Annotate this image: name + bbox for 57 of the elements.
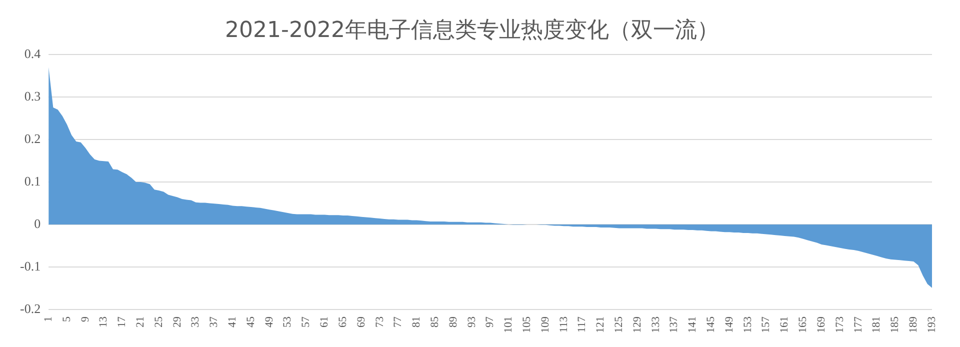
x-tick-label: 85 [428, 316, 441, 328]
x-tick-label: 173 [834, 316, 846, 333]
x-tick-label: 65 [336, 316, 349, 328]
x-tick-label: 57 [300, 316, 312, 328]
x-tick-label: 1 [42, 316, 54, 322]
x-tick-label: 17 [116, 316, 128, 328]
x-tick-label: 165 [797, 316, 810, 333]
y-tick-label: 0.2 [24, 130, 41, 146]
x-tick-label: 181 [870, 316, 883, 333]
y-tick-label: 0 [34, 216, 41, 231]
x-tick-label: 137 [668, 316, 680, 333]
x-tick-label: 69 [355, 316, 368, 328]
x-tick-label: 101 [502, 316, 515, 333]
x-tick-label: 25 [152, 316, 165, 328]
x-tick-label: 77 [392, 316, 404, 328]
x-tick-label: 109 [539, 316, 552, 333]
x-tick-label: 33 [190, 316, 202, 328]
x-tick-label: 73 [374, 316, 386, 328]
y-tick-label: -0.1 [20, 258, 41, 274]
x-tick-label: 161 [778, 316, 791, 333]
x-tick-label: 9 [79, 316, 92, 322]
x-tick-label: 149 [723, 316, 736, 333]
y-tick-label: 0.3 [24, 88, 41, 104]
x-tick-label: 193 [926, 316, 938, 333]
x-tick-label: 37 [208, 316, 220, 328]
x-tick-label: 153 [742, 316, 754, 333]
x-tick-label: 13 [98, 316, 110, 328]
x-tick-label: 129 [631, 316, 644, 333]
x-tick-label: 189 [907, 316, 920, 333]
x-tick-label: 61 [318, 316, 331, 328]
x-tick-label: 113 [558, 316, 570, 333]
y-tick-label: 0.1 [24, 173, 41, 188]
x-tick-label: 177 [852, 316, 864, 333]
y-tick-label: -0.2 [20, 300, 41, 316]
x-tick-label: 29 [171, 316, 184, 328]
x-tick-label: 45 [244, 316, 257, 328]
x-tick-label: 93 [466, 316, 478, 328]
x-tick-label: 21 [134, 316, 146, 328]
x-tick-label: 125 [613, 316, 626, 333]
x-tick-label: 41 [226, 316, 239, 328]
x-tick-label: 53 [282, 316, 294, 328]
x-tick-label: 117 [576, 316, 588, 333]
chart-title: 2021-2022年电子信息类专业热度变化（双一流） [225, 18, 719, 43]
x-tick-label: 89 [447, 316, 460, 328]
x-tick-label: 97 [484, 316, 496, 328]
x-tick-label: 121 [594, 316, 607, 333]
x-tick-label: 169 [815, 316, 828, 333]
x-tick-label: 81 [410, 316, 423, 328]
x-tick-label: 185 [889, 316, 902, 333]
x-tick-label: 105 [520, 316, 533, 333]
x-tick-label: 133 [650, 316, 662, 333]
x-tick-label: 5 [60, 316, 73, 322]
x-tick-label: 49 [263, 316, 276, 328]
x-tick-label: 145 [705, 316, 718, 333]
y-tick-label: 0.4 [24, 46, 42, 61]
x-tick-label: 157 [760, 316, 772, 333]
x-tick-label: 141 [686, 316, 699, 333]
